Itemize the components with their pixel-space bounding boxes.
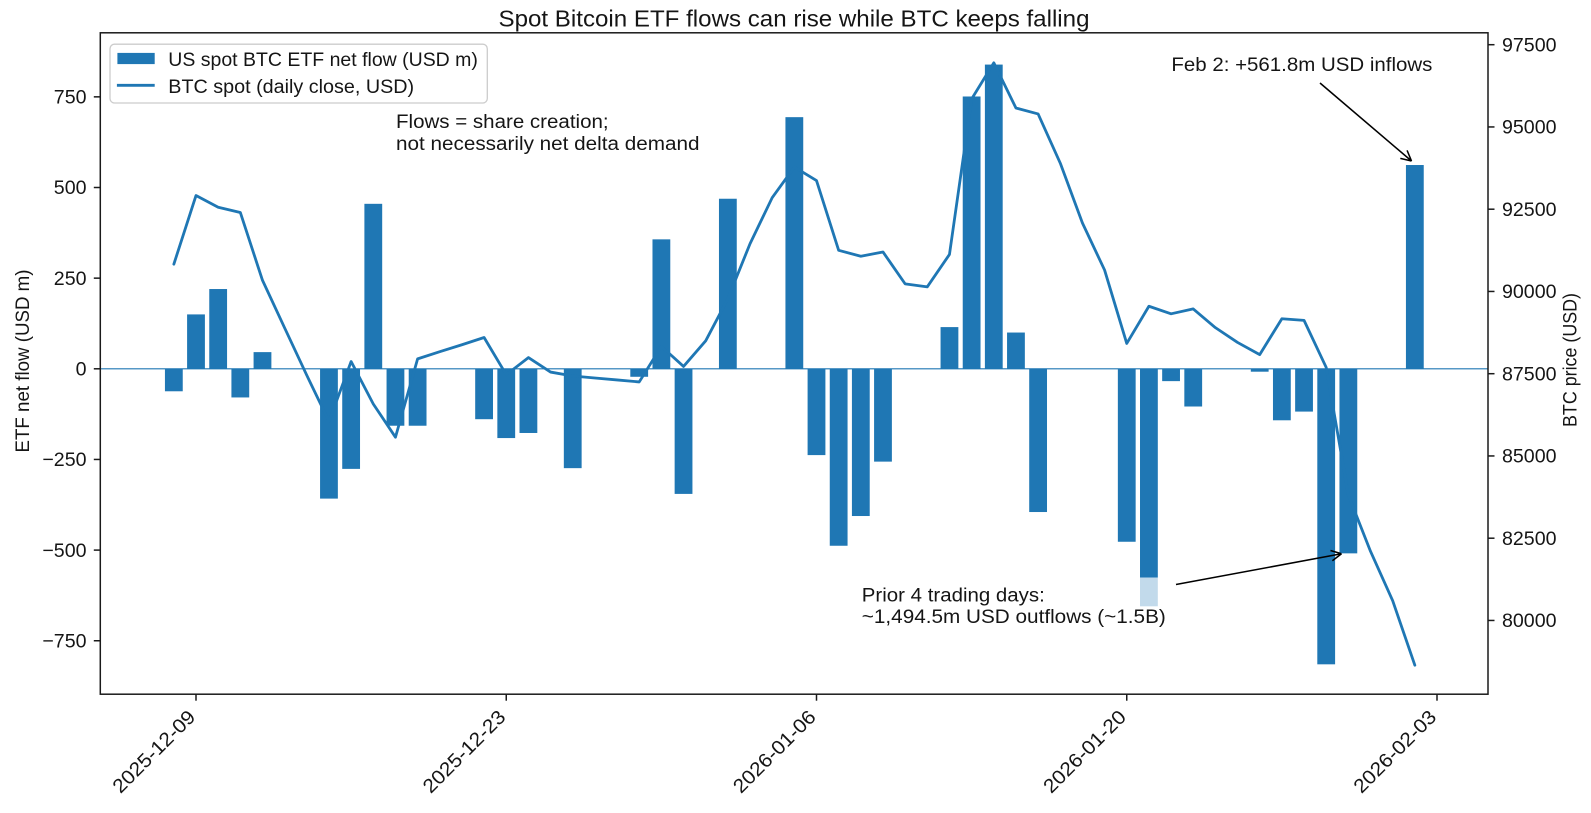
svg-text:500: 500 <box>54 177 87 199</box>
svg-text:BTC spot (daily close, USD): BTC spot (daily close, USD) <box>168 76 414 98</box>
svg-text:Flows = share creation;: Flows = share creation; <box>396 111 609 133</box>
svg-text:92500: 92500 <box>1502 199 1557 221</box>
svg-text:Feb 2: +561.8m USD inflows: Feb 2: +561.8m USD inflows <box>1171 54 1432 76</box>
svg-text:BTC price (USD): BTC price (USD) <box>1560 293 1582 427</box>
svg-text:~1,494.5m USD outflows (~1.5B): ~1,494.5m USD outflows (~1.5B) <box>862 606 1166 628</box>
svg-text:Prior 4 trading days:: Prior 4 trading days: <box>862 585 1045 607</box>
svg-text:not necessarily net delta dema: not necessarily net delta demand <box>396 133 700 155</box>
svg-text:−250: −250 <box>42 449 86 471</box>
svg-text:95000: 95000 <box>1502 117 1557 139</box>
svg-text:−750: −750 <box>42 630 86 652</box>
svg-text:750: 750 <box>54 87 87 109</box>
svg-text:US spot BTC ETF net flow (USD: US spot BTC ETF net flow (USD m) <box>168 49 478 71</box>
svg-text:85000: 85000 <box>1502 446 1557 468</box>
svg-text:−500: −500 <box>42 540 86 562</box>
svg-text:97500: 97500 <box>1502 34 1557 56</box>
svg-text:80000: 80000 <box>1502 610 1557 632</box>
svg-text:250: 250 <box>54 268 87 290</box>
svg-text:ETF net flow (USD m): ETF net flow (USD m) <box>12 270 34 453</box>
svg-text:82500: 82500 <box>1502 528 1557 550</box>
svg-text:87500: 87500 <box>1502 363 1557 385</box>
svg-text:Spot Bitcoin ETF flows can ris: Spot Bitcoin ETF flows can rise while BT… <box>499 5 1090 31</box>
svg-text:90000: 90000 <box>1502 281 1557 303</box>
svg-text:0: 0 <box>76 359 87 381</box>
